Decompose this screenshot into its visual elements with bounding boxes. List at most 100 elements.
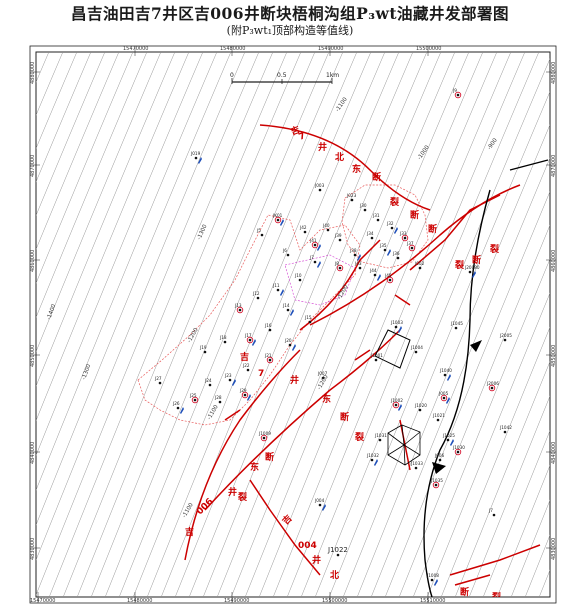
well-marker: J1008: [426, 573, 439, 586]
contour-line: [244, 52, 470, 597]
well-label: J39: [334, 233, 342, 238]
fault-label: 井: [312, 554, 321, 566]
fault-east-branch: [409, 194, 501, 271]
well-marker: J1032: [366, 453, 379, 466]
well-label: J1008: [426, 573, 439, 578]
well-marker: J12: [252, 291, 260, 300]
well-label: J44: [369, 268, 377, 273]
contour-line: [188, 52, 414, 597]
contour-line: [36, 52, 106, 217]
contour-line: [426, 292, 550, 597]
scale-label-0: 0: [230, 72, 234, 79]
basin-edge: [423, 189, 491, 597]
well-marker: J1035: [430, 478, 443, 489]
well-marker: J44: [369, 268, 381, 281]
contour-line: [36, 52, 134, 284]
pink-boundary-east: [284, 254, 356, 306]
well-label: J9: [452, 88, 457, 93]
well-label: J34: [366, 231, 374, 236]
edge-triangle-2: [432, 462, 446, 474]
well-marker: JK01: [272, 213, 284, 226]
well-label: J1022: [327, 546, 348, 554]
fault-label: 井: [228, 486, 237, 498]
well-label: J005: [438, 391, 449, 396]
fault-label: 断: [460, 586, 469, 598]
well-marker: J1009: [258, 431, 271, 442]
well-marker: J18: [219, 335, 227, 344]
contour-line: [370, 157, 550, 597]
fault-middle-3: [354, 349, 371, 361]
well-label: J15: [304, 315, 312, 320]
well-marker: J5: [256, 228, 264, 237]
grid-label-bottom: 15510000: [420, 598, 445, 604]
well-marker: J34: [366, 231, 374, 240]
well-marker: J23: [224, 373, 236, 386]
well-marker: J15: [304, 315, 312, 324]
well-label: J7: [309, 255, 314, 260]
well-marker: J41: [309, 238, 321, 251]
contour-line: [356, 124, 550, 597]
well-marker: J45: [384, 273, 394, 284]
fault-label: 吉: [185, 526, 194, 538]
well-label: J1025: [442, 433, 455, 438]
well-label: J019: [190, 151, 201, 156]
well-label: J13: [234, 303, 242, 308]
contour-line: [76, 52, 302, 597]
grid-label-right: 4830000: [551, 538, 557, 560]
well-label: J10: [294, 273, 302, 278]
grid-label-top: 15500000: [416, 46, 441, 52]
well-label: J21: [264, 353, 272, 358]
well-marker: J26: [172, 401, 184, 414]
well-marker: J20: [284, 338, 296, 351]
map-frame-inner: [35, 51, 551, 598]
contour-line: [342, 91, 550, 597]
well-marker: J002: [414, 261, 425, 270]
contour-line: [286, 52, 512, 597]
well-marker: J43: [354, 261, 362, 270]
contour-line: [36, 52, 232, 526]
grid-label-bottom: 15470000: [30, 598, 55, 604]
well-label: J1031: [374, 433, 387, 438]
well-marker: J1033: [410, 461, 423, 470]
grid-label-top: 15480000: [220, 46, 245, 52]
contour-line: [104, 52, 330, 597]
well-marker: J35: [379, 243, 391, 256]
contour-line: [0, 40, 26, 600]
contour-line: [300, 52, 526, 597]
contour-line: [36, 52, 204, 456]
well-marker: J27: [154, 376, 162, 385]
well-marker: J005: [438, 391, 450, 404]
well-label: J25: [189, 393, 197, 398]
well-marker: J36: [392, 251, 400, 260]
scale-label-mid: 0.5: [277, 72, 287, 79]
well-marker: J1021: [432, 413, 445, 422]
well-label: J45: [384, 273, 392, 278]
contour-line: [440, 326, 550, 597]
contour-line: [202, 52, 428, 597]
well-marker: J1040: [439, 368, 452, 381]
well-marker: J1004: [410, 345, 423, 354]
contour-line: [384, 190, 550, 597]
well-marker: J22: [242, 363, 250, 372]
well-label: J18: [219, 335, 227, 340]
contour-line: [36, 52, 148, 319]
grid-label-top: 15470000: [123, 46, 148, 52]
well-label: J1020: [414, 403, 427, 408]
grid-label-bottom: 15500000: [322, 598, 347, 604]
well-label: J1009: [258, 431, 271, 436]
fault-label: 井: [318, 141, 327, 153]
well-marker: J20080: [464, 265, 480, 278]
well-marker: J13: [234, 303, 244, 314]
grid-label-right: 4860000: [551, 250, 557, 272]
well-label: J1032: [366, 453, 379, 458]
fault-label: 北: [335, 151, 344, 163]
well-label: J26: [172, 401, 180, 406]
well-marker: J1022: [327, 546, 348, 557]
grid-label-bottom: 15480000: [127, 598, 152, 604]
well-marker: J17: [244, 333, 256, 346]
contour-line: [36, 52, 246, 561]
well-marker: J8: [334, 261, 344, 272]
contour-line: [36, 52, 78, 150]
well-marker: J1030: [452, 445, 465, 456]
well-marker: J24: [204, 378, 212, 387]
